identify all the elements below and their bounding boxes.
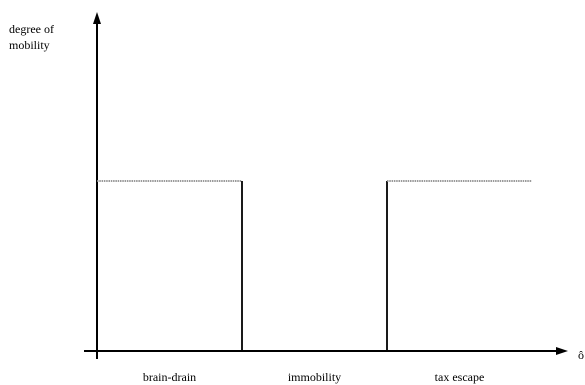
y-axis-label-line-2: mobility bbox=[9, 38, 50, 52]
series-group bbox=[97, 180, 532, 351]
axes-group bbox=[84, 12, 568, 359]
category-label-immobility: immobility bbox=[288, 370, 341, 384]
category-label-brain-drain: brain-drain bbox=[143, 370, 196, 384]
x-axis-arrowhead bbox=[556, 347, 568, 355]
x-axis-label: ô bbox=[578, 348, 584, 362]
labels-group: degree of mobility ô brain-drain immobil… bbox=[9, 22, 584, 384]
y-axis-arrowhead bbox=[93, 12, 101, 24]
category-label-tax-escape: tax escape bbox=[435, 370, 485, 384]
y-axis-label-line-1: degree of bbox=[9, 22, 54, 36]
